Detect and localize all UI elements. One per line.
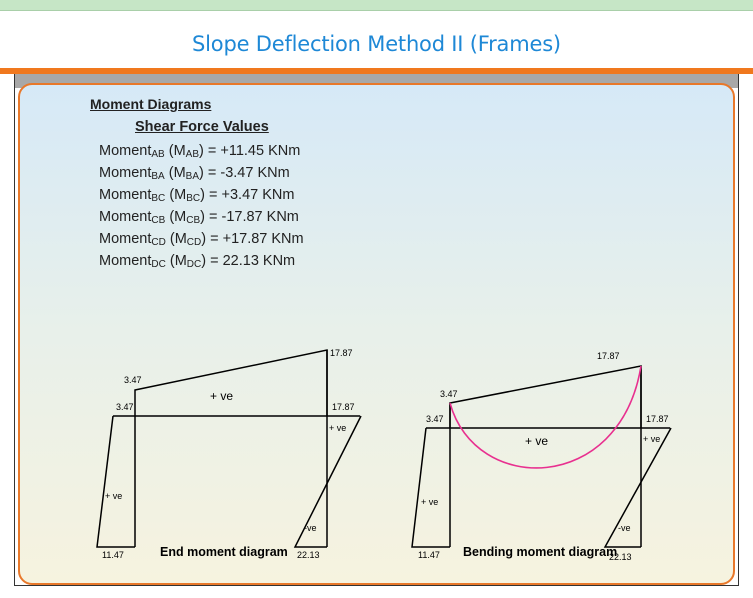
moment-paren-open: (M <box>164 165 186 181</box>
label-beam-sign: + ve <box>210 389 233 403</box>
bending-moment-labels: 17.87 3.47 3.47 17.87 + ve + ve + ve -ve… <box>418 351 669 562</box>
moment-item: MomentCD (MCD) = +17.87 KNm <box>99 228 304 250</box>
left-column-moment-diagram <box>96 415 135 548</box>
label-right-sign-bottom: -ve <box>618 523 631 533</box>
moment-subscript: CD <box>151 237 166 248</box>
diagram-caption: End moment diagram <box>160 545 288 559</box>
left-column-moment-diagram <box>411 427 450 548</box>
moment-paren-close: ) <box>200 209 205 225</box>
moment-paren-close: ) <box>200 187 205 203</box>
page-title: Slope Deflection Method II (Frames) <box>192 31 561 56</box>
moment-paren-open: (M <box>165 231 187 247</box>
moment-paren-open: (M <box>165 209 187 225</box>
moment-word: Moment <box>99 165 152 181</box>
top-strip <box>0 0 753 11</box>
moment-value: = +3.47 KNm <box>204 187 295 203</box>
moment-symbol-subscript: DC <box>186 259 202 270</box>
moment-value: = +17.87 KNm <box>206 231 304 247</box>
page-header: Slope Deflection Method II (Frames) <box>0 11 753 68</box>
label-top-right: 17.87 <box>330 348 353 358</box>
moment-diagrams-card: Moment Diagrams Shear Force Values Momen… <box>18 83 735 585</box>
moment-symbol-subscript: BA <box>185 171 200 182</box>
label-base-right: 22.13 <box>609 552 632 562</box>
moment-subscript: BC <box>151 193 166 204</box>
moment-paren-close: ) <box>199 165 204 181</box>
moment-paren-close: ) <box>199 143 204 159</box>
end-moment-labels: 17.87 3.47 3.47 17.87 + ve + ve + ve -ve… <box>102 348 355 560</box>
content-frame <box>14 74 739 586</box>
moment-paren-open: (M <box>165 187 187 203</box>
moment-paren-open: (M <box>165 253 187 269</box>
moment-item: MomentBA (MBA) = -3.47 KNm <box>99 162 304 184</box>
moment-diagrams-svg: 17.87 3.47 3.47 17.87 + ve + ve + ve -ve… <box>96 348 672 562</box>
moment-value: = -3.47 KNm <box>203 165 290 181</box>
moment-symbol-subscript: CD <box>186 237 202 248</box>
moment-word: Moment <box>99 231 152 247</box>
beam-moment-diagram <box>134 349 328 416</box>
moment-symbol-subscript: CB <box>186 215 201 226</box>
right-column-moment-diagram <box>603 427 672 548</box>
moment-subscript: BA <box>151 171 165 182</box>
section-subtitle: Shear Force Values <box>135 119 269 135</box>
label-left-sign: + ve <box>105 491 122 501</box>
end-moment-diagram <box>96 349 362 548</box>
moment-values-list: MomentAB (MAB) = +11.45 KNm MomentBA (MB… <box>99 140 304 272</box>
label-right-sign-top: + ve <box>329 423 346 433</box>
label-top-right: 17.87 <box>597 351 620 361</box>
diagram-caption: Bending moment diagram <box>463 545 617 559</box>
label-right-sign-top: + ve <box>643 434 660 444</box>
moment-subscript: DC <box>151 259 166 270</box>
label-base-left: 11.47 <box>102 550 124 560</box>
moment-paren-close: ) <box>201 231 207 247</box>
beam-moment-diagram <box>449 365 642 428</box>
label-beam-left-upper: 3.47 <box>440 389 458 399</box>
moment-word: Moment <box>99 187 152 203</box>
label-left-sign: + ve <box>421 497 438 507</box>
moment-word: Moment <box>99 253 152 269</box>
bending-moment-curve <box>449 365 642 469</box>
moment-item: MomentBC (MBC) = +3.47 KNm <box>99 184 304 206</box>
label-beam-left-upper: 3.47 <box>124 375 142 385</box>
moment-word: Moment <box>99 209 152 225</box>
bending-moment-diagram <box>411 365 672 548</box>
moment-symbol-subscript: AB <box>185 149 200 160</box>
moment-value: = +11.45 KNm <box>203 143 301 159</box>
label-beam-right: 17.87 <box>646 414 669 424</box>
label-beam-left-lower: 3.47 <box>116 402 134 412</box>
label-beam-left-lower: 3.47 <box>426 414 444 424</box>
moment-item: MomentAB (MAB) = +11.45 KNm <box>99 140 304 162</box>
moment-paren-close: ) <box>201 253 207 269</box>
label-beam-right: 17.87 <box>332 402 355 412</box>
label-base-left: 11.47 <box>418 550 440 560</box>
moment-value: = 22.13 KNm <box>206 253 296 269</box>
moment-item: MomentCB (MCB) = -17.87 KNm <box>99 206 304 228</box>
right-column-moment-diagram <box>293 415 362 548</box>
moment-value: = -17.87 KNm <box>204 209 299 225</box>
moment-subscript: AB <box>151 149 165 160</box>
moment-subscript: CB <box>151 215 166 226</box>
label-base-right: 22.13 <box>297 550 320 560</box>
moment-word: Moment <box>99 143 152 159</box>
header-divider <box>0 68 753 74</box>
moment-item: MomentDC (MDC) = 22.13 KNm <box>99 250 304 272</box>
label-right-sign-bottom: -ve <box>304 523 317 533</box>
moment-symbol-subscript: BC <box>186 193 201 204</box>
moment-paren-open: (M <box>164 143 186 159</box>
label-beam-sign: + ve <box>525 434 548 448</box>
section-title: Moment Diagrams <box>90 96 212 112</box>
